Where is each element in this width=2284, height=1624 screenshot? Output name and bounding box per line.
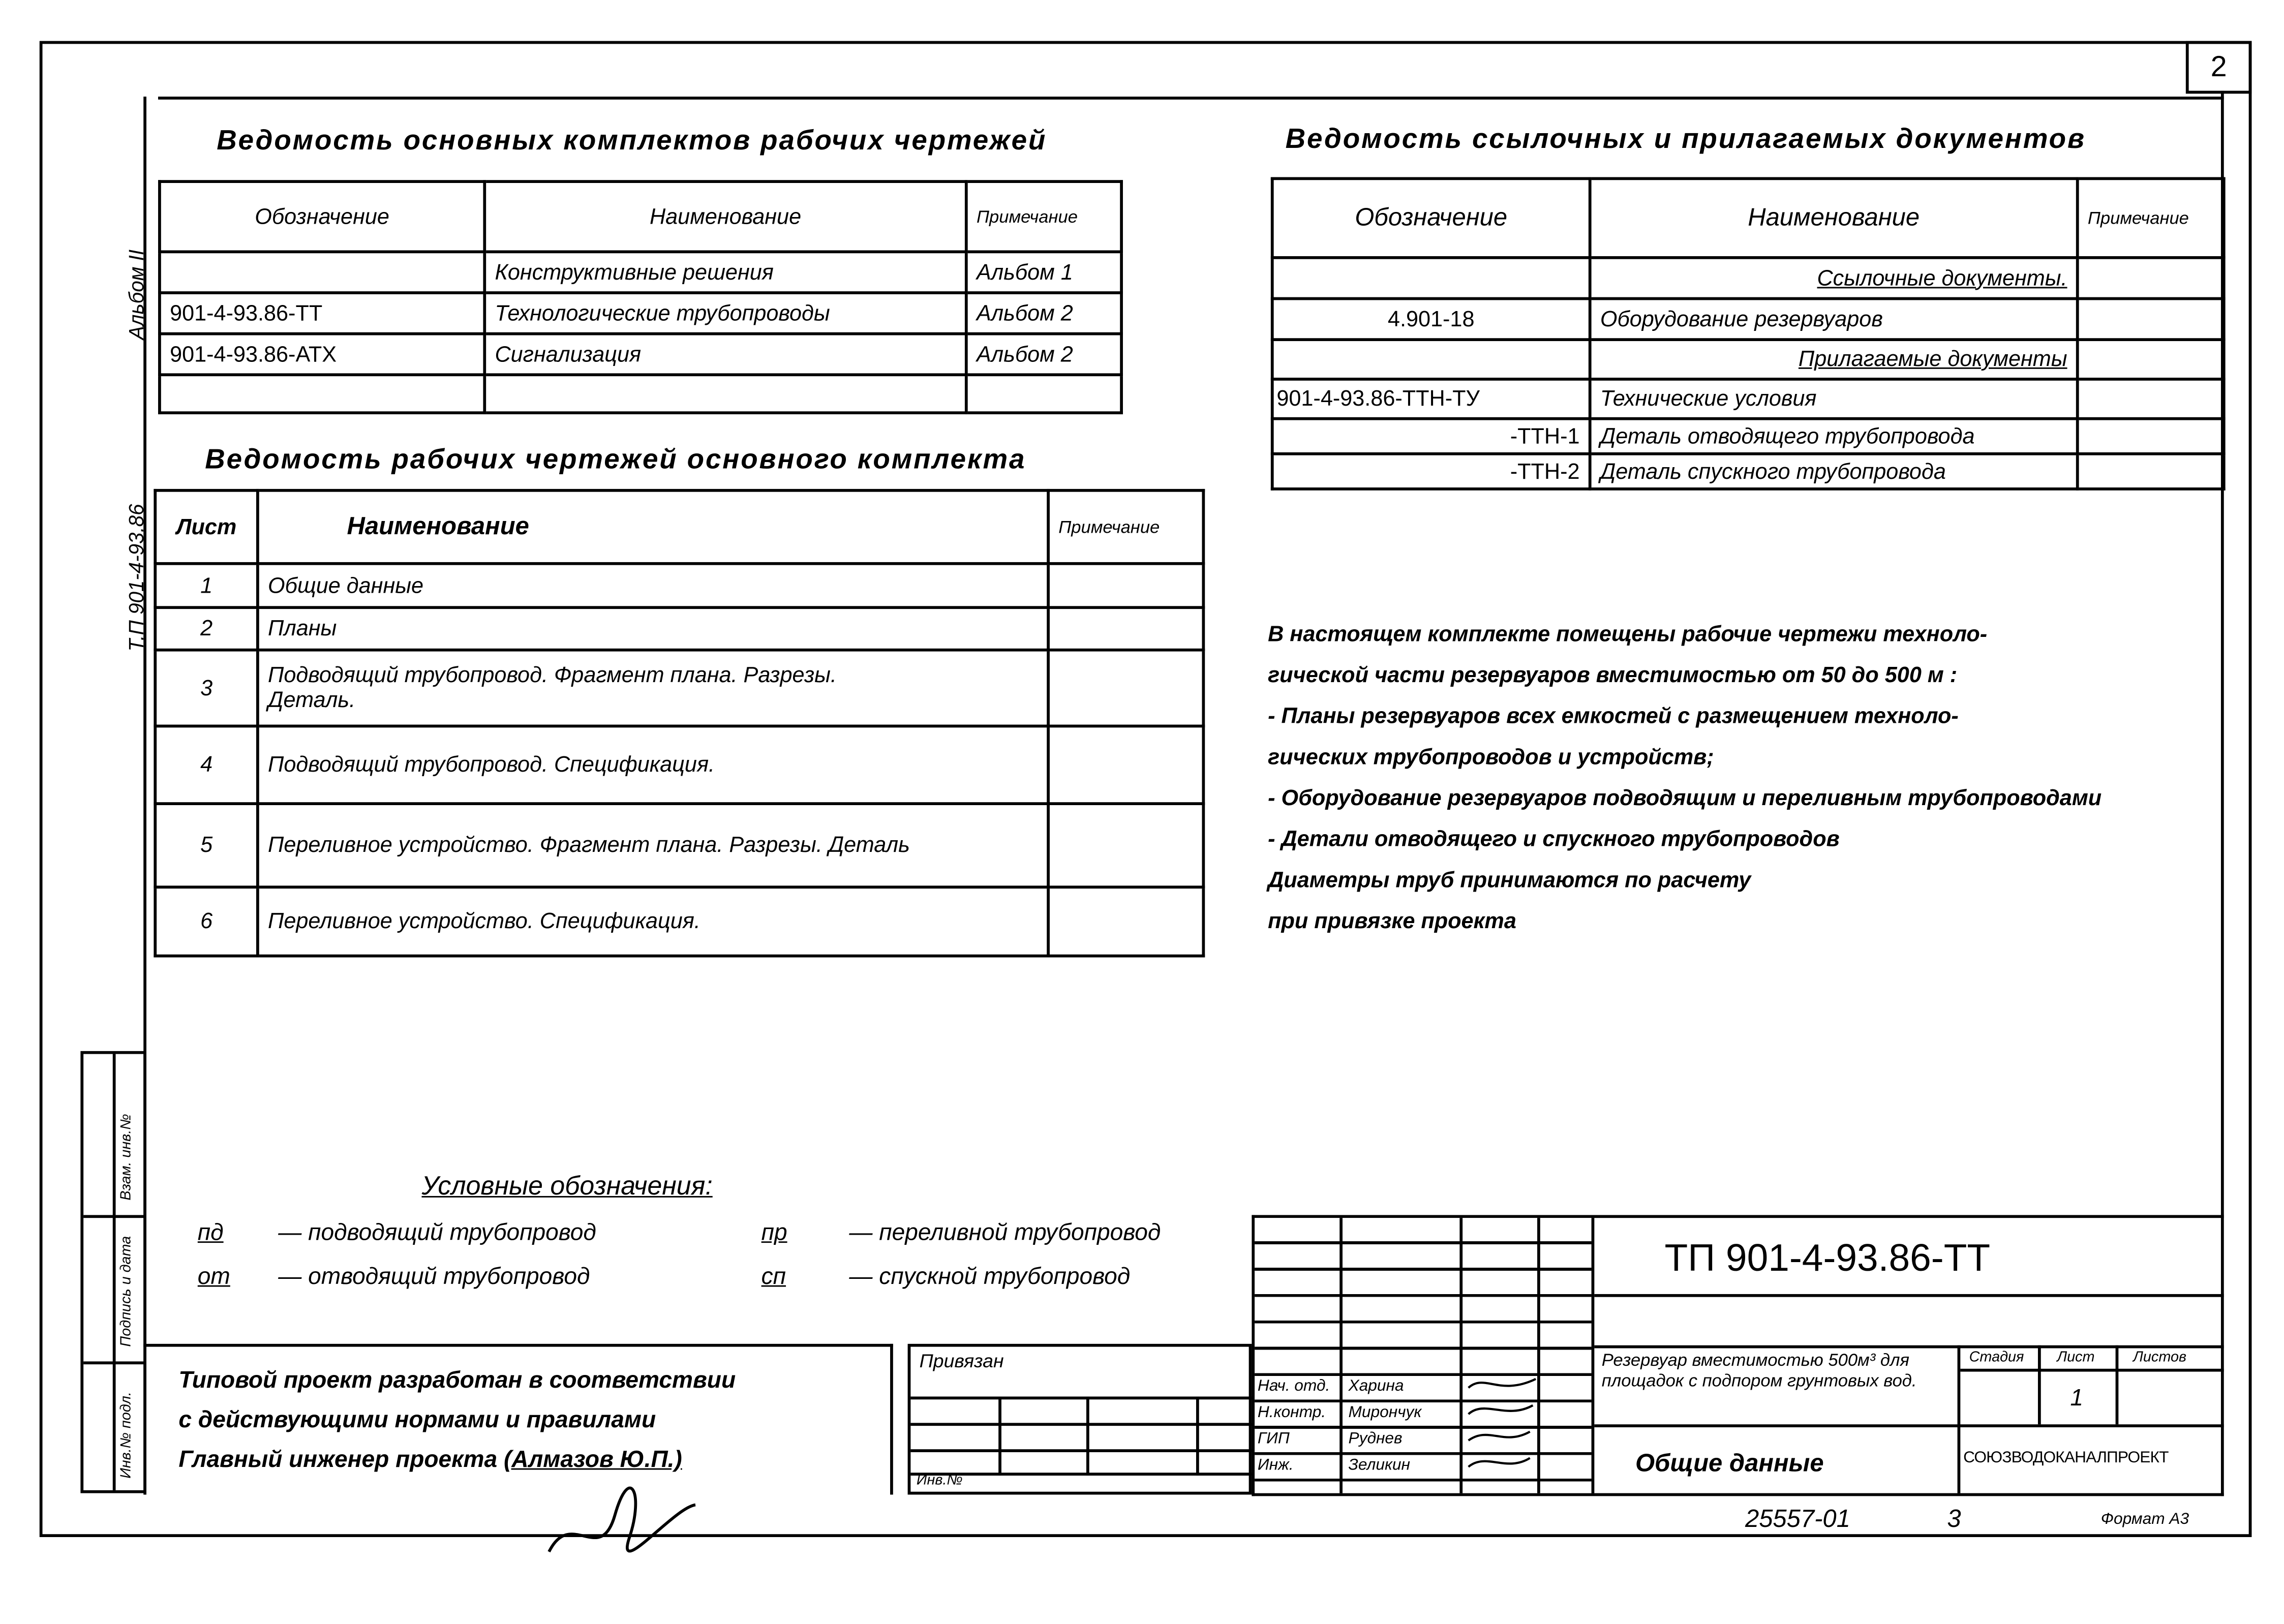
right-rule: [2220, 90, 2224, 1496]
object-description: Резервуар вместимостью 500м³ для площадо…: [1601, 1350, 1917, 1391]
drawings-title: Ведомость рабочих чертежей основного ком…: [205, 445, 1026, 476]
legend-2: пр — переливной трубопровод сп — спускной …: [761, 1220, 1161, 1290]
chief-engineer-signature: [547, 1486, 696, 1553]
main-sets-title: Ведомость основных комплектов рабочих че…: [217, 126, 1047, 157]
top-rule: [158, 97, 2224, 100]
album-label: Альбом II: [124, 249, 148, 340]
table-row: -ТТН-1 Деталь отводящего трубопровода: [1270, 417, 2226, 455]
table-row: 4.901-18 Оборудование резервуаров: [1270, 297, 2226, 342]
table-row: Ссылочные документы.: [1270, 256, 2226, 300]
sheet-header: Лист: [2057, 1350, 2095, 1366]
table-row: -ТТН-2 Деталь спускного трубопровода: [1270, 452, 2226, 491]
ref-docs-title: Ведомость ссылочных и прилагаемых докуме…: [1285, 124, 2086, 156]
table-row: 901-4-93.86-АТХ Сигнализация Альбом 2: [158, 332, 1123, 377]
col-header: Обозначение: [158, 180, 486, 254]
staff-roles: Нач. отд. Н.контр. ГИП Инж.: [1257, 1377, 1330, 1475]
table-row: Прилагаемые документы: [1270, 338, 2226, 381]
legend-title: Условные обозначения:: [421, 1171, 713, 1201]
staff-names: Харина Мирончук Руднев Зеликин: [1348, 1377, 1422, 1475]
table-row: 2 Планы: [154, 606, 1205, 652]
inventory-number: 25557-01: [1745, 1505, 1850, 1533]
table-row: 4 Подводящий трубопровод. Спецификация.: [154, 724, 1205, 806]
statement-box: Типовой проект разработан в соответствии…: [143, 1343, 893, 1495]
stage-header: Стадия: [1969, 1350, 2024, 1366]
binding-box: Привязан Инв.№: [907, 1343, 1252, 1495]
table-row: 1 Общие данные: [154, 562, 1205, 609]
table-row: 5 Переливное устройство. Фрагмент плана. …: [154, 802, 1205, 889]
col-header: Примечание: [964, 180, 1123, 254]
table-row: [158, 373, 1123, 415]
footer-number: 3: [1947, 1505, 1961, 1533]
col-header: Лист: [154, 488, 259, 565]
ref-docs-table: Обозначение Наименование Примечание Ссылоч…: [1270, 177, 2226, 491]
legend: пд — подводящий трубопровод от — отводящий…: [197, 1220, 596, 1290]
stamp-sign: Подпись и дата: [118, 1236, 135, 1347]
table-row: 901-4-93.86-ТТ Технологические трубопрово…: [158, 291, 1123, 335]
sheets-header: Листов: [2133, 1350, 2187, 1366]
sheet-number: 2: [2185, 41, 2252, 94]
code-label: Т.П 901-4-93.86: [124, 504, 148, 652]
drawings-table: Лист Наименование Примечание 1 Общие данные…: [154, 488, 1205, 958]
outer-frame: [39, 41, 2252, 1538]
table-row: 3 Подводящий трубопровод. Фрагмент плана.…: [154, 648, 1205, 728]
staff-signatures: [1468, 1378, 1537, 1468]
title-block: ТП 901-4-93.86-ТТ Резервуар вместимостью…: [1252, 1215, 2224, 1496]
table-row: 901-4-93.86-ТТН-ТУ Технические условия: [1270, 378, 2226, 420]
document-code: ТП 901-4-93.86-ТТ: [1664, 1235, 1991, 1280]
stamp-inv: Инв.№ подл.: [118, 1392, 135, 1479]
col-header: Обозначение: [1270, 177, 1592, 259]
sheet-value: 1: [2070, 1386, 2083, 1412]
col-header: Наименование: [1588, 177, 2079, 259]
main-sets-table: Обозначение Наименование Примечание Констр…: [158, 180, 1123, 415]
col-header: Наименование: [256, 488, 1050, 565]
left-rule: [143, 97, 146, 1495]
side-stamp: Инв.№ подл. Подпись и дата Взам. инв.№: [80, 1051, 146, 1493]
col-header: Наименование: [483, 180, 968, 254]
col-header: Примечание: [2076, 177, 2226, 259]
table-row: 6 Переливное устройство. Спецификация.: [154, 885, 1205, 958]
table-row: Конструктивные решения Альбом 1: [158, 250, 1123, 294]
general-notes: В настоящем комплекте помещены рабочие ч…: [1268, 622, 2102, 934]
organization: СОЮЗВОДОКАНАЛПРОЕКТ: [1963, 1449, 2169, 1467]
stamp-replace: Взам. инв.№: [118, 1114, 135, 1201]
col-header: Примечание: [1047, 488, 1205, 565]
sheet-format: Формат А3: [2100, 1511, 2189, 1528]
sheet-title: Общие данные: [1635, 1449, 1824, 1477]
